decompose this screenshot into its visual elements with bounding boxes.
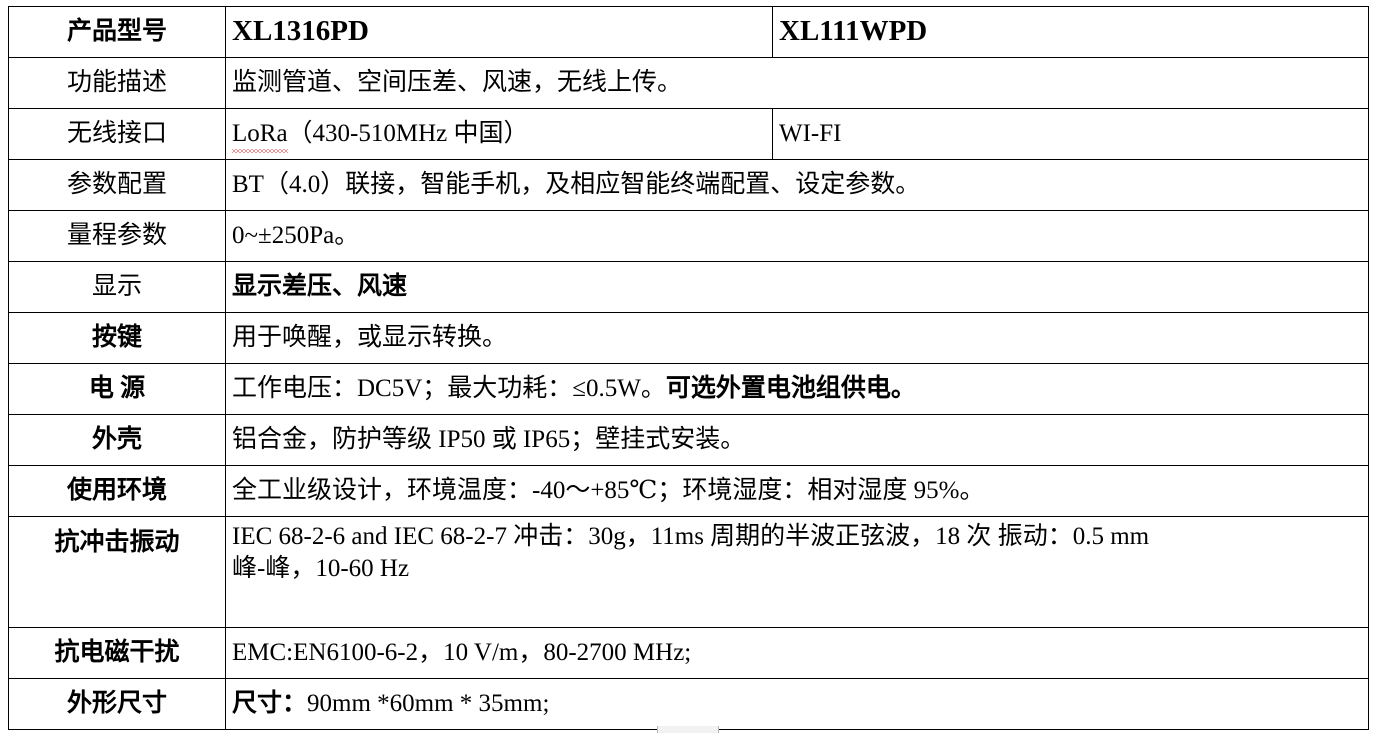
table-row: 量程参数 0~±250Pa。: [8, 210, 1369, 262]
cell-dimensions-normal-part: 90mm *60mm * 35mm;: [307, 690, 550, 717]
cell-shock-vibration: IEC 68-2-6 and IEC 68-2-7 冲击：30g，11ms 周期…: [225, 516, 1369, 628]
product-specification-table: 产品型号 XL1316PD XL111WPD 功能描述 监测管道、空间压差、风速…: [8, 6, 1369, 730]
table-row: 无线接口 LoRa（430-510MHz 中国） WI-FI: [8, 108, 1369, 160]
table-row: 电 源 工作电压：DC5V；最大功耗：≤0.5W。可选外置电池组供电。: [8, 363, 1369, 415]
table-row: 参数配置 BT（4.0）联接，智能手机，及相应智能终端配置、设定参数。: [8, 159, 1369, 211]
row-label-operating-environment: 使用环境: [8, 465, 226, 517]
row-label-wireless-interface: 无线接口: [8, 108, 226, 160]
cell-range-parameter: 0~±250Pa。: [225, 210, 1369, 262]
page-bottom-artifact: [657, 726, 719, 733]
cell-model-xl1316pd: XL1316PD: [225, 6, 773, 58]
table-row: 按键 用于唤醒，或显示转换。: [8, 312, 1369, 364]
row-label-shock-vibration: 抗冲击振动: [8, 516, 226, 628]
cell-emc: EMC:EN6100-6-2，10 V/m，80-2700 MHz;: [225, 627, 1369, 679]
table-row: 抗冲击振动 IEC 68-2-6 and IEC 68-2-7 冲击：30g，1…: [8, 516, 1369, 628]
cell-operating-environment: 全工业级设计，环境温度：-40～+85℃；环境湿度：相对湿度 95%。: [225, 465, 1369, 517]
table-row: 功能描述 监测管道、空间压差、风速，无线上传。: [8, 57, 1369, 109]
cell-wireless-lora-band: （430-510MHz 中国）: [287, 120, 529, 147]
cell-power: 工作电压：DC5V；最大功耗：≤0.5W。可选外置电池组供电。: [225, 363, 1369, 415]
row-label-range-parameter: 量程参数: [8, 210, 226, 262]
table-row: 显示 显示差压、风速: [8, 261, 1369, 313]
cell-function-description: 监测管道、空间压差、风速，无线上传。: [225, 57, 1369, 109]
row-label-dimensions: 外形尺寸: [8, 678, 226, 730]
row-label-parameter-configuration: 参数配置: [8, 159, 226, 211]
cell-power-normal-part: 工作电压：DC5V；最大功耗：≤0.5W。: [232, 375, 666, 402]
table-row: 抗电磁干扰 EMC:EN6100-6-2，10 V/m，80-2700 MHz;: [8, 627, 1369, 679]
cell-wireless-wifi: WI-FI: [772, 108, 1369, 160]
cell-model-xl111wpd: XL111WPD: [772, 6, 1369, 58]
cell-wireless-lora: LoRa（430-510MHz 中国）: [225, 108, 773, 160]
cell-dimensions-bold-part: 尺寸：: [232, 690, 308, 717]
row-label-product-model: 产品型号: [8, 6, 226, 58]
row-label-enclosure: 外壳: [8, 414, 226, 466]
cell-power-bold-part: 可选外置电池组供电。: [665, 375, 916, 402]
lora-misspelling-marker: LoRa: [232, 118, 288, 153]
row-label-display: 显示: [8, 261, 226, 313]
cell-shock-vibration-line1: IEC 68-2-6 and IEC 68-2-7 冲击：30g，11ms 周期…: [232, 523, 1150, 550]
cell-parameter-configuration: BT（4.0）联接，智能手机，及相应智能终端配置、设定参数。: [225, 159, 1369, 211]
row-label-power: 电 源: [8, 363, 226, 415]
table-row: 外壳 铝合金，防护等级 IP50 或 IP65；壁挂式安装。: [8, 414, 1369, 466]
table-row: 使用环境 全工业级设计，环境温度：-40～+85℃；环境湿度：相对湿度 95%。: [8, 465, 1369, 517]
cell-dimensions: 尺寸：90mm *60mm * 35mm;: [225, 678, 1369, 730]
cell-shock-vibration-line2: 峰-峰，10-60 Hz: [232, 555, 410, 582]
row-label-function-description: 功能描述: [8, 57, 226, 109]
table-row: 外形尺寸 尺寸：90mm *60mm * 35mm;: [8, 678, 1369, 730]
cell-enclosure: 铝合金，防护等级 IP50 或 IP65；壁挂式安装。: [225, 414, 1369, 466]
table-row: 产品型号 XL1316PD XL111WPD: [8, 6, 1369, 58]
cell-display: 显示差压、风速: [225, 261, 1369, 313]
row-label-button: 按键: [8, 312, 226, 364]
row-label-emc: 抗电磁干扰: [8, 627, 226, 679]
cell-button: 用于唤醒，或显示转换。: [225, 312, 1369, 364]
